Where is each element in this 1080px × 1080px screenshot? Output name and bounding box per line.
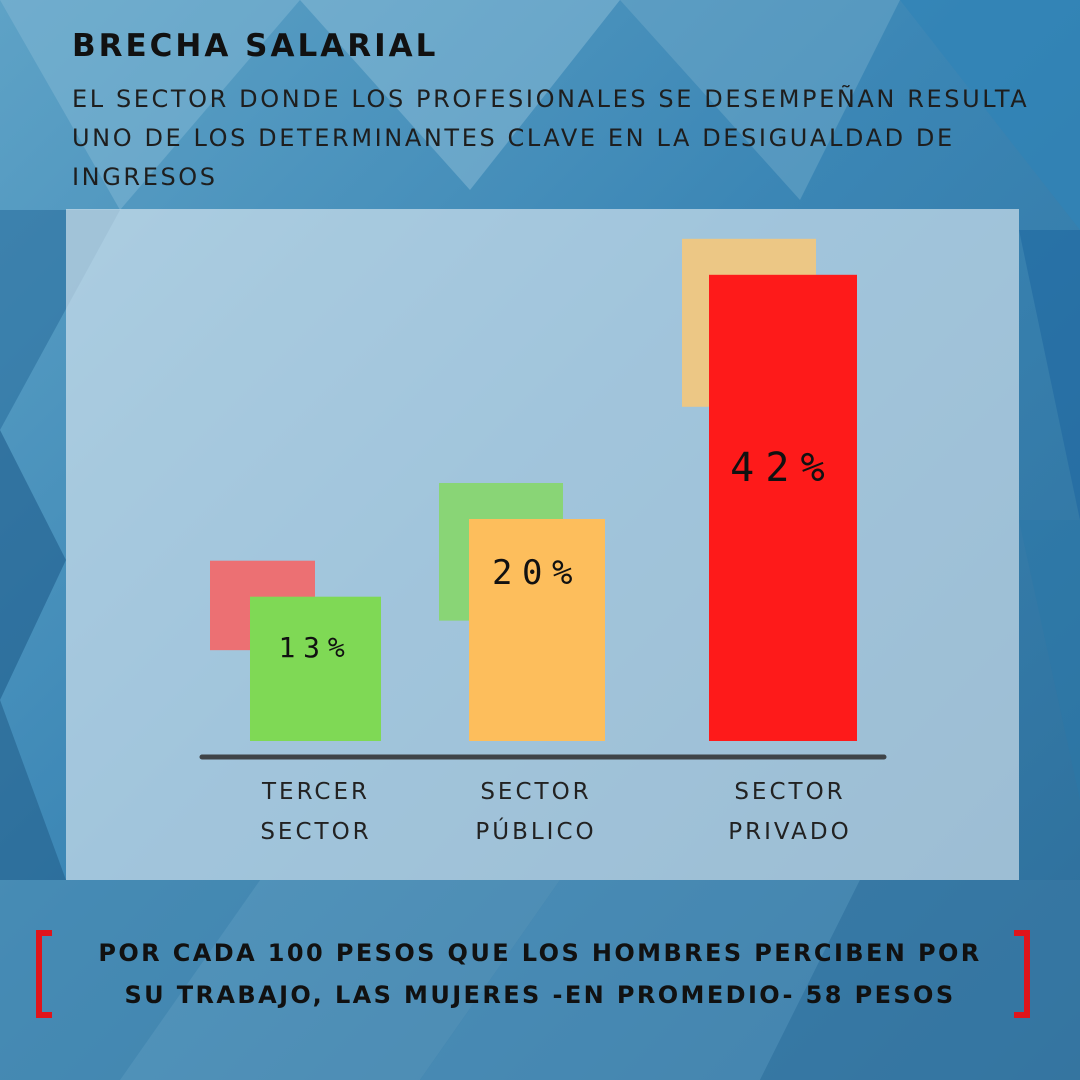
bar-value-label: 20% [492, 553, 582, 593]
category-label-tercer-sector: TERCER SECTOR [196, 772, 436, 852]
category-label-sector-publico: SECTOR PÚBLICO [416, 772, 656, 852]
bar [469, 519, 605, 741]
category-label-sector-privado: SECTOR PRIVADO [670, 772, 910, 852]
category-label-line: PRIVADO [728, 819, 852, 845]
bar [250, 596, 381, 741]
category-label-line: PÚBLICO [475, 819, 597, 845]
left-bracket [36, 930, 52, 1018]
bar-value-label: 13% [278, 631, 352, 664]
right-bracket [1014, 930, 1030, 1018]
callout-line: SU TRABAJO, LAS MUJERES -EN PROMEDIO- 58… [124, 981, 956, 1009]
category-label-line: SECTOR [734, 779, 846, 805]
category-label-line: TERCER [262, 779, 370, 805]
page-subtitle: EL SECTOR DONDE LOS PROFESIONALES SE DES… [72, 85, 1030, 191]
category-label-line: SECTOR [480, 779, 592, 805]
category-label-line: SECTOR [260, 819, 372, 845]
bar-value-label: 42% [730, 445, 836, 491]
callout-text: POR CADA 100 PESOS QUE LOS HOMBRES PERCI… [60, 932, 1020, 1016]
page-title: BRECHA SALARIAL [72, 28, 439, 64]
callout-line: POR CADA 100 PESOS QUE LOS HOMBRES PERCI… [98, 939, 982, 967]
bar [709, 274, 857, 741]
